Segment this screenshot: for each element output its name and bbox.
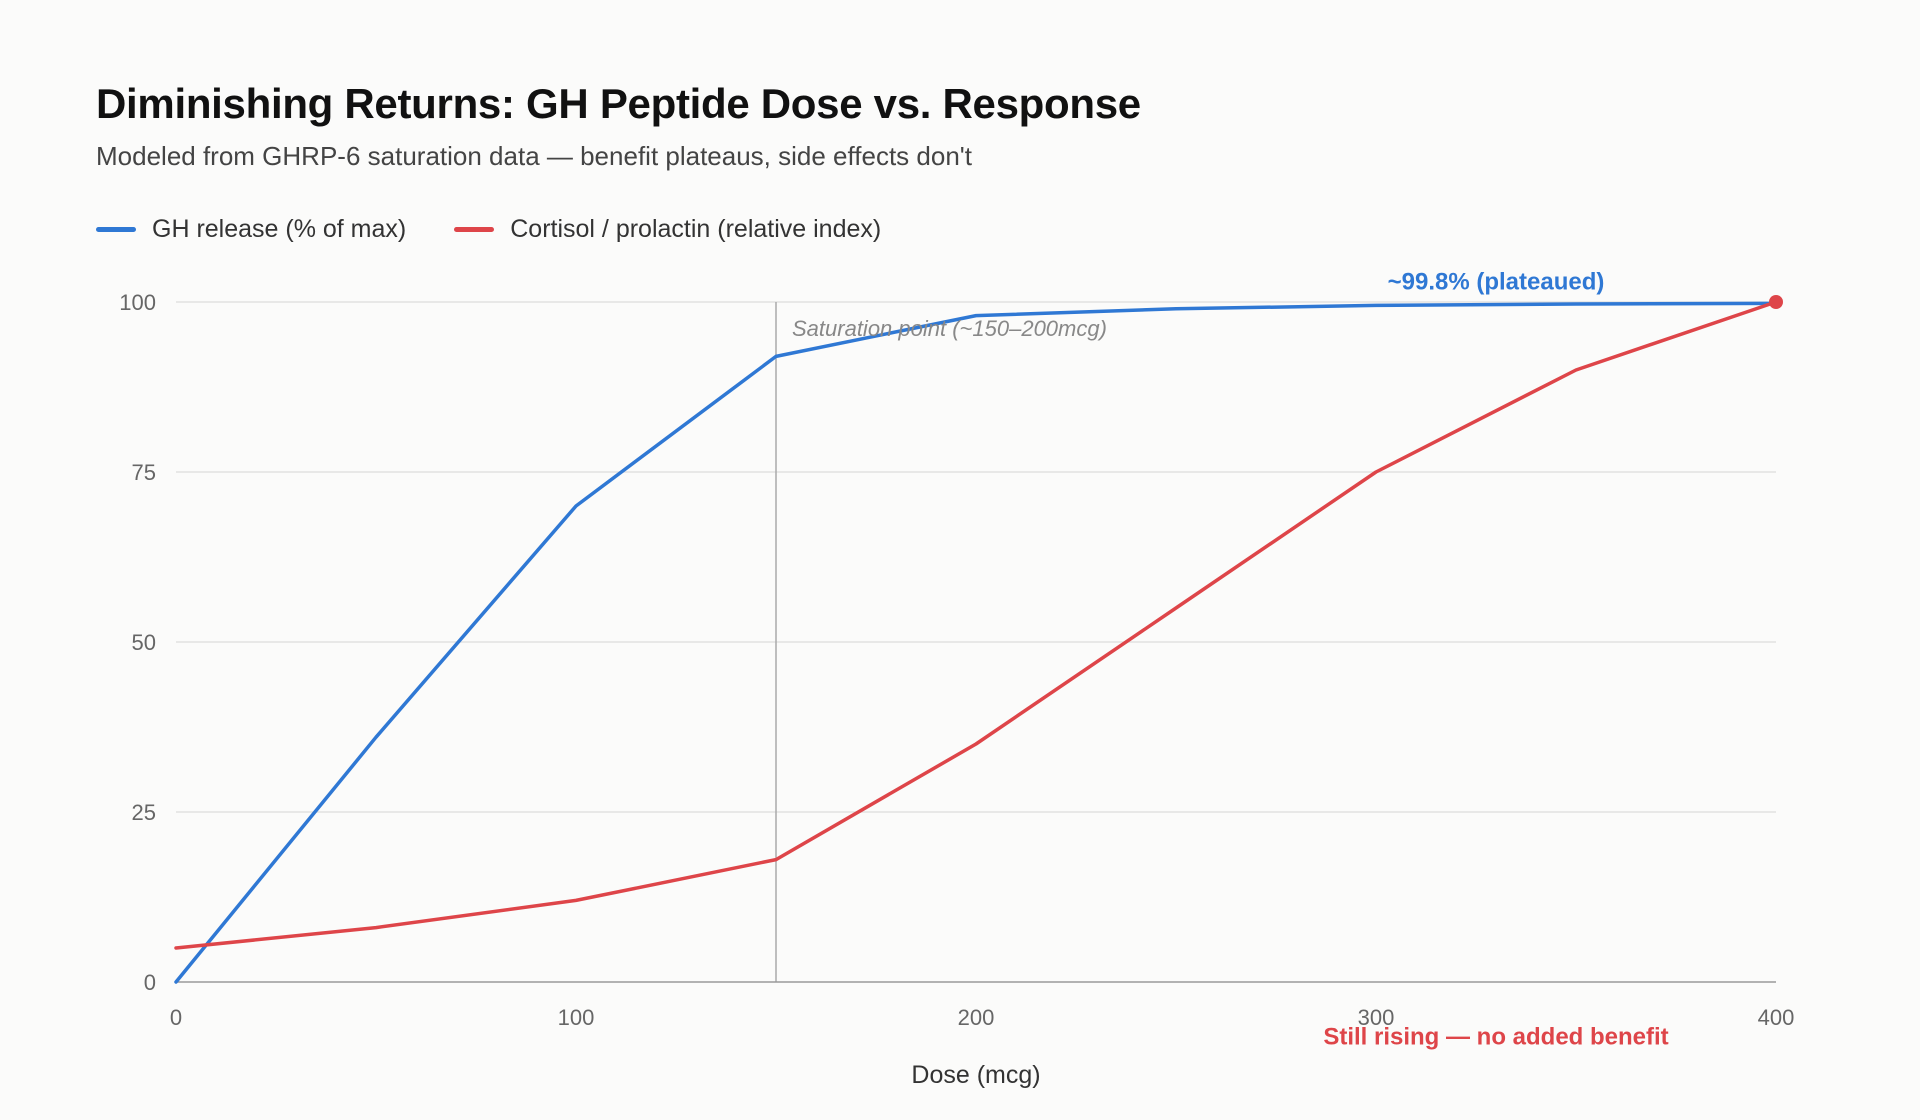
legend-item-cortisol-prolactin[interactable]: Cortisol / prolactin (relative index) bbox=[454, 215, 881, 244]
x-tick-label: 300 bbox=[1358, 1005, 1395, 1030]
chart-legend: GH release (% of max) Cortisol / prolact… bbox=[96, 215, 929, 244]
annotations: Saturation point (~150–200mcg) ~99.8% (pl… bbox=[792, 269, 1783, 1050]
gh-release-line bbox=[174, 301, 1778, 984]
legend-swatch-gh-release bbox=[96, 227, 136, 232]
x-tick-label: 100 bbox=[558, 1005, 595, 1030]
legend-label-cortisol-prolactin: Cortisol / prolactin (relative index) bbox=[510, 215, 882, 243]
endpoint-marker bbox=[1769, 295, 1783, 309]
chart-title: Diminishing Returns: GH Peptide Dose vs.… bbox=[96, 80, 1141, 127]
series-lines bbox=[174, 300, 1778, 984]
x-tick-label: 0 bbox=[170, 1005, 182, 1030]
cortisol-prolactin-line bbox=[174, 300, 1778, 950]
x-tick-label: 400 bbox=[1758, 1005, 1795, 1030]
chart-subtitle: Modeled from GHRP-6 saturation data — be… bbox=[96, 141, 972, 171]
legend-item-gh-release[interactable]: GH release (% of max) bbox=[96, 215, 406, 244]
y-tick-label: 0 bbox=[144, 970, 156, 995]
x-tick-label: 200 bbox=[958, 1005, 995, 1030]
y-tick-label: 100 bbox=[119, 290, 156, 315]
x-axis-title: Dose (mcg) bbox=[911, 1061, 1040, 1089]
y-tick-label: 25 bbox=[132, 800, 156, 825]
grid-lines bbox=[176, 301, 1776, 982]
still-rising-annotation: Still rising — no added benefit bbox=[1323, 1023, 1668, 1050]
legend-label-gh-release: GH release (% of max) bbox=[152, 215, 407, 243]
axes: 0 25 50 75 100 0 100 200 300 400 Dose (mcg) bbox=[119, 290, 1794, 1089]
saturation-point-label: Saturation point (~150–200mcg) bbox=[792, 316, 1107, 341]
plateau-annotation: ~99.8% (plateaued) bbox=[1388, 269, 1605, 296]
legend-swatch-cortisol-prolactin bbox=[454, 227, 495, 232]
y-tick-label: 50 bbox=[132, 630, 156, 655]
y-tick-label: 75 bbox=[132, 460, 156, 485]
